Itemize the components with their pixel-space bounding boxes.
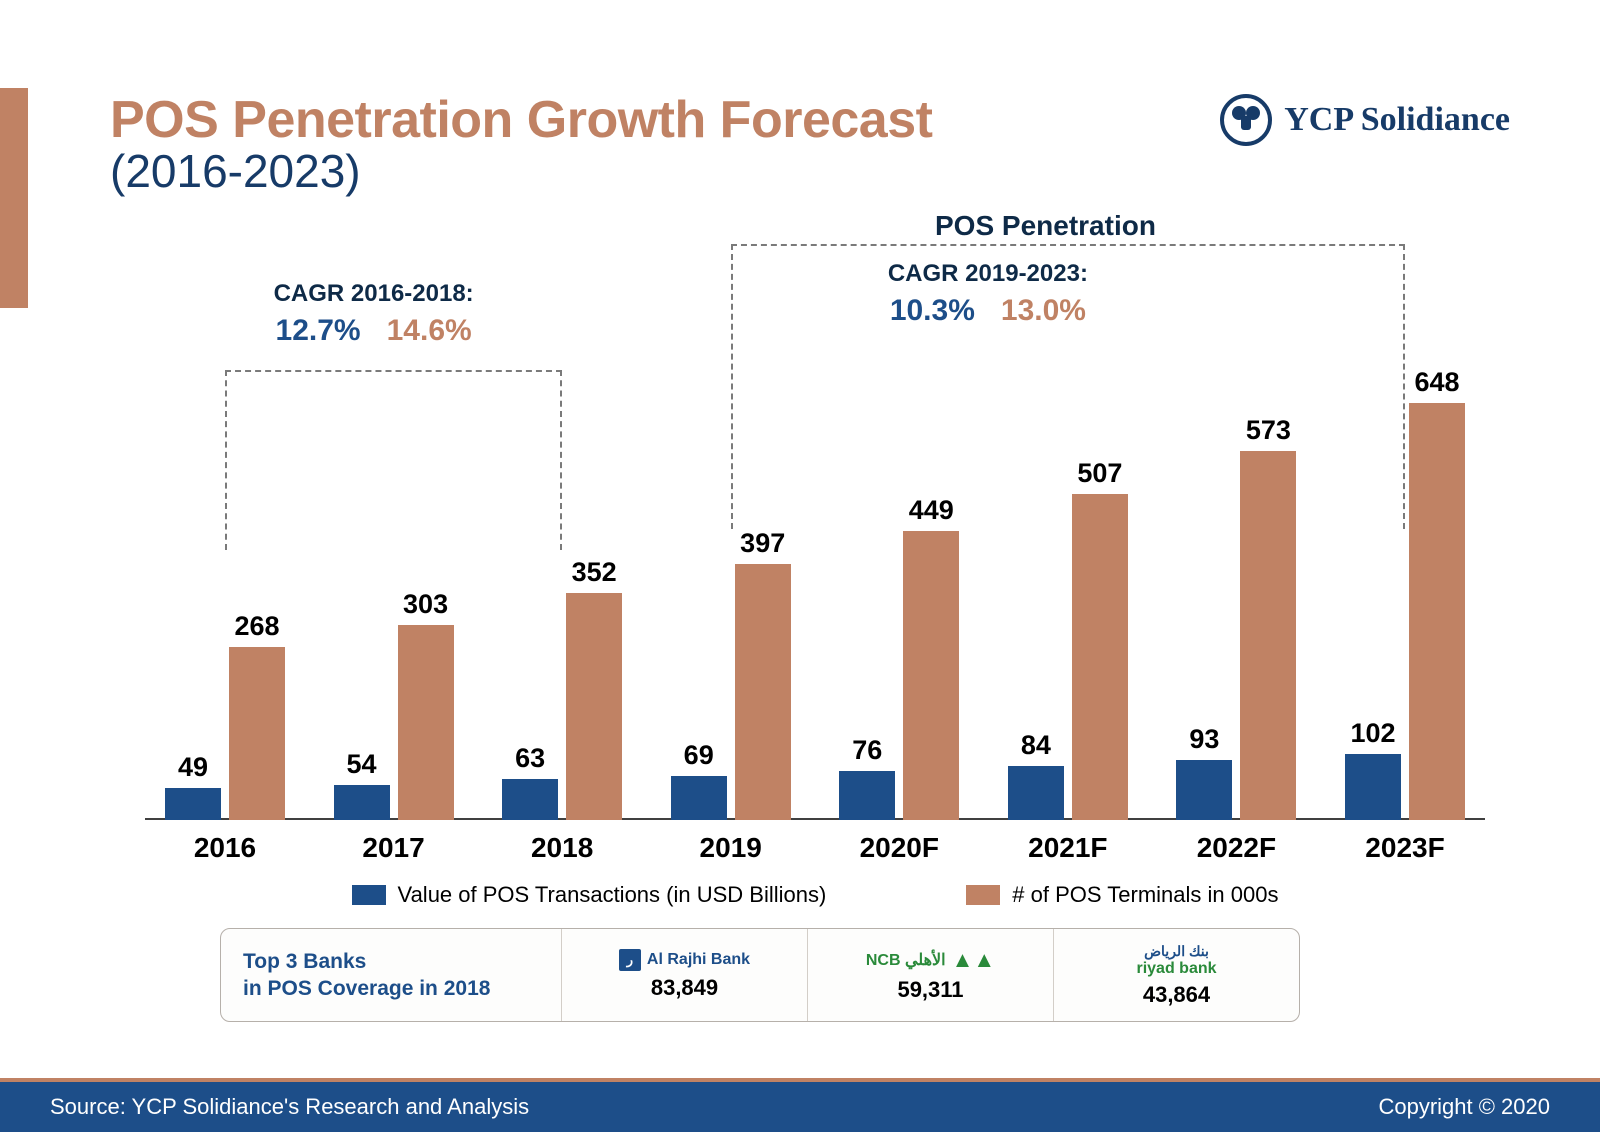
bank-2-icon: ▲▲: [952, 947, 996, 973]
top-banks-box: Top 3 Banks in POS Coverage in 2018 ر Al…: [220, 928, 1300, 1022]
chart: POS Penetration CAGR 2016-2018: 12.7%14.…: [155, 250, 1475, 820]
year-label: 2018: [492, 832, 632, 864]
bar-value-2018: 63: [502, 779, 558, 820]
bar-terminals-2020F: 449: [903, 531, 959, 820]
chart-section-title: POS Penetration: [935, 210, 1156, 242]
cagr1-label: CAGR 2016-2018:: [274, 280, 474, 308]
bank-1-icon: ر: [619, 949, 641, 971]
bar-value-2017: 54: [334, 785, 390, 820]
year-label: 2023F: [1335, 832, 1475, 864]
bank-3-value: 43,864: [1143, 982, 1210, 1008]
bar-terminals-label: 303: [398, 589, 454, 620]
brand-logo: YCP Solidiance: [1220, 94, 1510, 146]
bank-2-value: 59,311: [897, 977, 963, 1003]
bank-3-name-ar: بنك الرياض: [1144, 943, 1209, 960]
year-label: 2022F: [1166, 832, 1306, 864]
bank-2-logo: NCB الأهلي ▲▲: [866, 947, 995, 973]
bar-value-label: 49: [165, 752, 221, 783]
bar-value-label: 102: [1345, 718, 1401, 749]
banks-title-line1: Top 3 Banks: [243, 948, 539, 975]
footer-source: Source: YCP Solidiance's Research and An…: [50, 1094, 529, 1120]
bar-terminals-label: 397: [735, 528, 791, 559]
legend-series2: # of POS Terminals in 000s: [966, 882, 1278, 908]
title-main: POS Penetration Growth Forecast: [110, 90, 932, 150]
bar-value-2021F: 84: [1008, 766, 1064, 820]
bar-terminals-label: 573: [1240, 415, 1296, 446]
year-label: 2021F: [998, 832, 1138, 864]
bank-1-logo: ر Al Rajhi Bank: [619, 949, 750, 971]
bar-terminals-2019: 397: [735, 564, 791, 820]
year-group-2018: 633522018: [492, 330, 632, 820]
bar-terminals-label: 352: [566, 557, 622, 588]
bar-terminals-label: 268: [229, 611, 285, 642]
bar-value-2022F: 93: [1176, 760, 1232, 820]
bank-3: بنك الرياض riyad bank 43,864: [1053, 929, 1299, 1021]
bar-terminals-label: 648: [1409, 367, 1465, 398]
bar-terminals-label: 449: [903, 495, 959, 526]
bar-value-label: 84: [1008, 730, 1064, 761]
bar-value-2020F: 76: [839, 771, 895, 820]
year-group-2019: 693972019: [661, 330, 801, 820]
bar-value-2016: 49: [165, 788, 221, 820]
bar-value-label: 93: [1176, 724, 1232, 755]
bar-value-label: 76: [839, 735, 895, 766]
bar-terminals-2016: 268: [229, 647, 285, 820]
bar-terminals-2023F: 648: [1409, 403, 1465, 820]
year-group-2017: 543032017: [324, 330, 464, 820]
footer-copyright: Copyright © 2020: [1378, 1094, 1550, 1120]
bank-2-name: NCB الأهلي: [866, 950, 946, 970]
bar-value-label: 63: [502, 743, 558, 774]
bank-1-value: 83,849: [651, 975, 718, 1001]
bank-1-name: Al Rajhi Bank: [647, 951, 750, 969]
year-group-2022F: 935732022F: [1166, 330, 1306, 820]
year-label: 2019: [661, 832, 801, 864]
bank-1: ر Al Rajhi Bank 83,849: [561, 929, 807, 1021]
bar-value-2023F: 102: [1345, 754, 1401, 820]
bar-terminals-2021F: 507: [1072, 494, 1128, 821]
bar-terminals-2022F: 573: [1240, 451, 1296, 820]
bar-value-label: 54: [334, 749, 390, 780]
chart-area: 4926820165430320176335220186939720197644…: [155, 330, 1475, 820]
side-accent-bar: [0, 88, 28, 308]
year-label: 2016: [155, 832, 295, 864]
bank-2: NCB الأهلي ▲▲ 59,311: [807, 929, 1053, 1021]
title-block: POS Penetration Growth Forecast (2016-20…: [110, 90, 932, 198]
header: POS Penetration Growth Forecast (2016-20…: [110, 90, 1510, 198]
legend-label-series2: # of POS Terminals in 000s: [1012, 882, 1278, 908]
legend-label-series1: Value of POS Transactions (in USD Billio…: [398, 882, 827, 908]
bar-terminals-2018: 352: [566, 593, 622, 820]
footer: Source: YCP Solidiance's Research and An…: [0, 1078, 1600, 1132]
year-group-2023F: 1026482023F: [1335, 330, 1475, 820]
bar-terminals-label: 507: [1072, 458, 1128, 489]
banks-title-line2: in POS Coverage in 2018: [243, 975, 539, 1002]
brand-logo-icon: [1220, 94, 1272, 146]
legend-series1: Value of POS Transactions (in USD Billio…: [352, 882, 827, 908]
bar-value-label: 69: [671, 740, 727, 771]
bank-3-logo: بنك الرياض riyad bank: [1136, 943, 1216, 978]
legend-swatch-blue: [352, 885, 386, 905]
year-label: 2020F: [829, 832, 969, 864]
year-group-2021F: 845072021F: [998, 330, 1138, 820]
year-label: 2017: [324, 832, 464, 864]
bar-value-2019: 69: [671, 776, 727, 820]
legend-swatch-orange: [966, 885, 1000, 905]
bar-terminals-2017: 303: [398, 625, 454, 820]
year-group-2020F: 764492020F: [829, 330, 969, 820]
bank-3-name: riyad bank: [1136, 960, 1216, 978]
top-banks-title: Top 3 Banks in POS Coverage in 2018: [221, 929, 561, 1021]
brand-name: YCP Solidiance: [1284, 101, 1510, 139]
title-sub: (2016-2023): [110, 144, 932, 198]
chart-legend: Value of POS Transactions (in USD Billio…: [155, 882, 1475, 908]
year-group-2016: 492682016: [155, 330, 295, 820]
